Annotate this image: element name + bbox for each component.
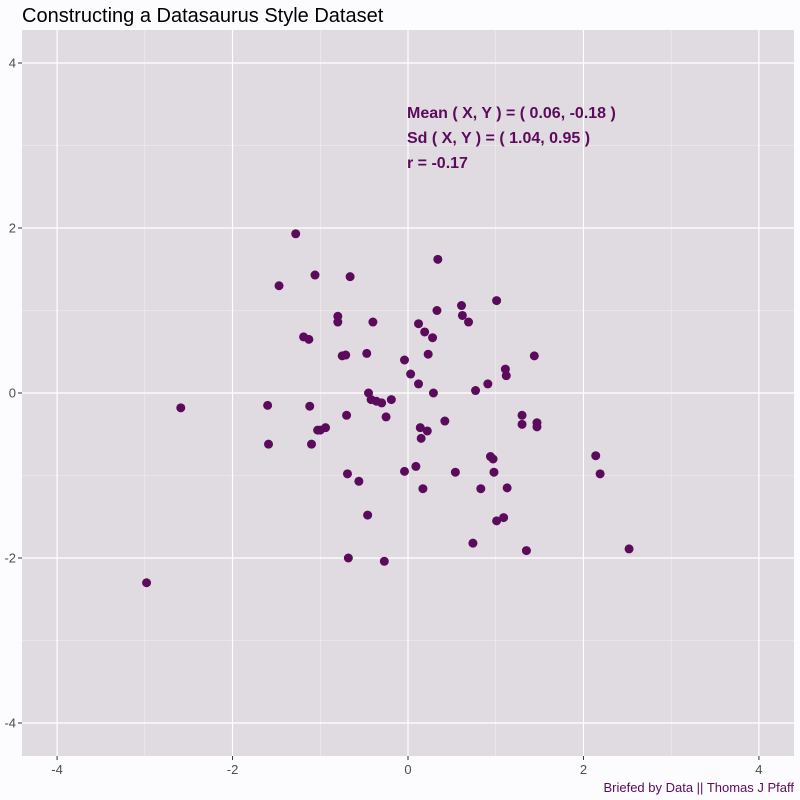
data-point: [422, 426, 432, 436]
data-point: [624, 544, 634, 554]
data-point: [521, 546, 531, 556]
data-point: [501, 371, 511, 381]
data-point: [517, 410, 527, 420]
annotation-mean: Mean ( X, Y ) = ( 0.06, -0.18 ): [407, 105, 616, 122]
data-point: [342, 469, 352, 479]
data-point: [321, 423, 331, 433]
data-point: [517, 419, 527, 429]
data-point: [414, 379, 424, 389]
y-tick-label: -4: [4, 716, 16, 731]
data-point: [416, 433, 426, 443]
data-point: [176, 403, 186, 413]
data-point: [354, 476, 364, 486]
data-point: [386, 395, 396, 405]
data-point: [595, 469, 605, 479]
y-tick-label: 4: [9, 56, 16, 71]
data-point: [399, 466, 409, 476]
data-point: [363, 510, 373, 520]
data-point: [529, 351, 539, 361]
data-point: [428, 388, 438, 398]
x-axis: -4 -2 0 2 4: [51, 756, 763, 777]
x-tick-label: -4: [51, 762, 63, 777]
data-point: [423, 349, 433, 359]
data-point: [263, 400, 273, 410]
data-point: [304, 334, 314, 344]
y-tick-label: -2: [4, 551, 16, 566]
data-point: [440, 416, 450, 426]
y-tick-label: 2: [9, 221, 16, 236]
x-tick-label: -2: [227, 762, 239, 777]
data-point: [457, 301, 467, 311]
data-point: [450, 467, 460, 477]
data-point: [274, 281, 284, 291]
x-tick-label: 4: [755, 762, 762, 777]
data-point: [411, 461, 421, 471]
data-point: [418, 484, 428, 494]
data-point: [492, 516, 502, 526]
data-point: [341, 350, 351, 360]
y-axis: -4 -2 0 2 4: [4, 56, 22, 731]
data-point: [457, 310, 467, 320]
annotation-sd: Sd ( X, Y ) = ( 1.04, 0.95 ): [407, 130, 590, 147]
data-point: [468, 538, 478, 548]
data-point: [428, 333, 438, 343]
summary-annotations: Mean ( X, Y ) = ( 0.06, -0.18 ) Sd ( X, …: [407, 105, 616, 172]
data-points: [142, 229, 634, 588]
data-point: [433, 254, 443, 264]
data-point: [368, 317, 378, 327]
x-tick-label: 2: [580, 762, 587, 777]
data-point: [483, 379, 493, 389]
data-point: [142, 578, 152, 588]
data-point: [464, 317, 474, 327]
data-point: [343, 553, 353, 563]
data-point: [471, 386, 481, 396]
data-point: [476, 484, 486, 494]
x-tick-label: 0: [404, 762, 411, 777]
annotation-correlation: r = -0.17: [407, 155, 468, 172]
data-point: [499, 513, 509, 523]
data-point: [532, 418, 542, 428]
data-point: [399, 355, 409, 365]
data-point: [432, 306, 442, 315]
data-point: [414, 319, 424, 329]
data-point: [406, 369, 416, 379]
data-point: [291, 229, 301, 239]
data-point: [342, 410, 352, 420]
data-point: [492, 296, 502, 306]
data-point: [420, 327, 430, 337]
data-point: [307, 439, 316, 449]
y-tick-label: 0: [9, 386, 16, 401]
data-point: [500, 364, 510, 374]
data-point: [362, 348, 372, 358]
data-point: [345, 272, 355, 282]
data-point: [310, 270, 320, 280]
caption: Briefed by Data || Thomas J Pfaff: [603, 780, 794, 795]
data-point: [502, 483, 512, 493]
data-point: [377, 398, 387, 408]
data-point: [488, 454, 498, 464]
data-point: [305, 401, 315, 411]
data-point: [415, 423, 425, 433]
chart-title: Constructing a Datasaurus Style Dataset: [22, 5, 384, 27]
data-point: [489, 467, 499, 477]
data-point: [264, 439, 274, 449]
data-point: [381, 412, 391, 422]
major-gridlines: [22, 30, 794, 756]
data-point: [333, 317, 343, 327]
data-point: [591, 451, 601, 461]
data-point: [379, 556, 389, 566]
